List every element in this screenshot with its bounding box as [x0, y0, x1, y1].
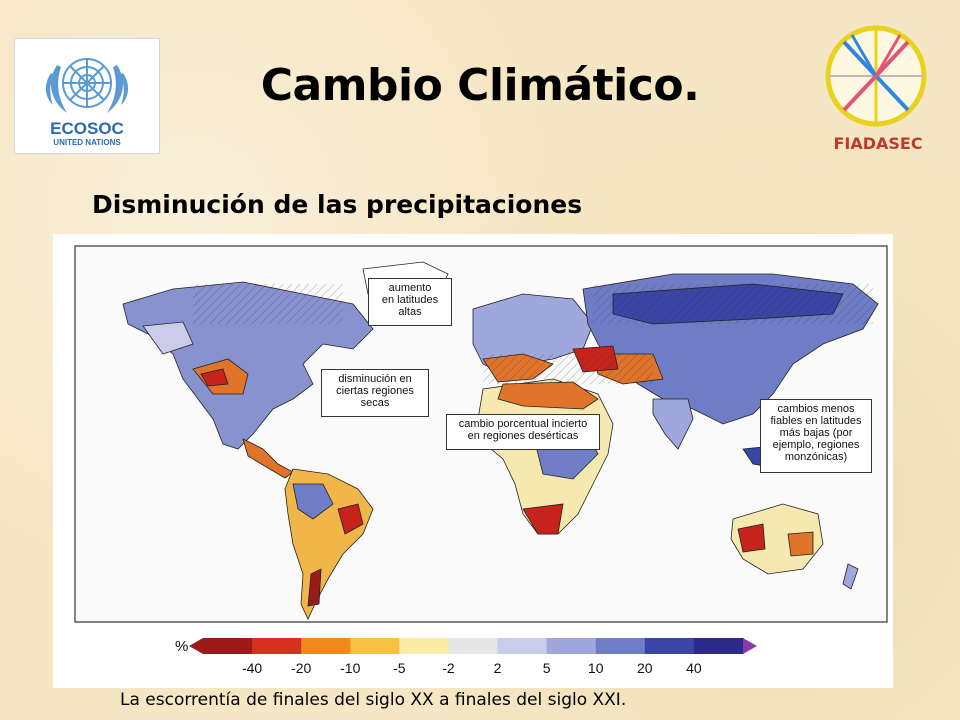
india-landmass [652, 398, 694, 450]
callout-desert-regions: cambio porcentual incierto en regiones d… [446, 414, 600, 450]
fiadasec-logo: FIADASEC [818, 20, 938, 160]
legend-tick-label: -5 [393, 660, 406, 676]
legend-swatch [693, 638, 744, 654]
legend-swatch [448, 638, 499, 654]
legend-tick-label: -10 [340, 660, 361, 676]
legend-swatch [252, 638, 302, 654]
legend-swatch [546, 638, 597, 654]
un-emblem-icon [45, 58, 129, 113]
color-scale-legend [189, 638, 757, 654]
legend-swatch [399, 638, 449, 654]
ecosoc-logo: ECOSOC UNITED NATIONS [14, 38, 160, 154]
legend-swatch [203, 638, 253, 654]
australia-landmass [730, 503, 824, 575]
figure-caption: La escorrentía de finales del siglo XX a… [120, 690, 627, 710]
legend-tick-label: 20 [637, 660, 653, 676]
central-america-landmass [242, 438, 294, 479]
legend-tick-label: -40 [241, 660, 263, 676]
ecosoc-org-text: UNITED NATIONS [53, 138, 121, 147]
legend-right-arrow [743, 638, 757, 654]
callout-low-latitudes: cambios menos fiables en latitudes más b… [760, 399, 872, 473]
legend-left-arrow [189, 638, 203, 654]
legend-tick-label: 5 [542, 660, 551, 676]
page-title: Cambio Climático. [260, 60, 700, 111]
legend-tick-label: -2 [442, 660, 455, 676]
legend-swatch [350, 638, 400, 654]
callout-dry-regions: disminución en ciertas regiones secas [321, 369, 429, 417]
legend-tick-label: -20 [291, 660, 312, 676]
legend-tick-label: 10 [587, 660, 604, 676]
fiadasec-wheel-icon [825, 25, 927, 127]
legend-swatch [301, 638, 351, 654]
legend-swatch [644, 638, 695, 654]
legend-swatch [497, 638, 548, 654]
legend-tick-label: 2 [493, 660, 502, 676]
callout-high-latitudes: aumento en latitudes altas [368, 278, 452, 326]
precipitation-map: aumento en latitudes altas disminución e… [53, 234, 893, 688]
slide-subtitle: Disminución de las precipitaciones [92, 190, 583, 219]
legend-tick-label: 40 [686, 660, 702, 676]
ecosoc-logo-text: ECOSOC [50, 119, 124, 138]
fiadasec-logo-text: FIADASEC [833, 134, 923, 153]
legend-swatch [595, 638, 646, 654]
legend-unit-label: % [175, 638, 189, 655]
